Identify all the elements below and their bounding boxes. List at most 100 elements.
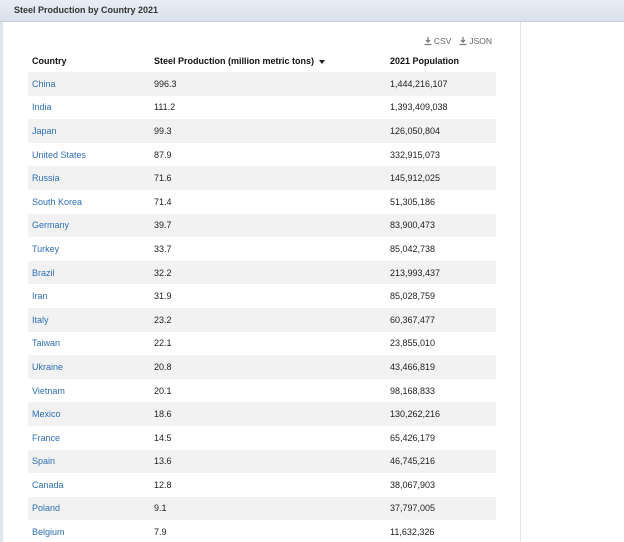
download-csv-link[interactable]: CSV — [424, 36, 451, 46]
country-cell[interactable]: Canada — [32, 479, 64, 490]
steel-cell: 20.8 — [154, 361, 172, 372]
steel-cell: 111.2 — [154, 102, 176, 113]
table-row: France 14.5 65,426,179 — [28, 425, 496, 450]
population-cell: 65,426,179 — [390, 432, 436, 443]
table-row: South Korea 71.4 51,305,186 — [28, 189, 496, 214]
panel-left-edge — [0, 22, 3, 542]
column-header-label: Steel Production (million metric tons) — [154, 56, 315, 66]
steel-cell: 7.9 — [154, 527, 167, 538]
country-cell[interactable]: Germany — [32, 220, 70, 231]
download-json-label: JSON — [469, 36, 492, 46]
steel-cell: 32.2 — [154, 267, 172, 278]
table-header-row: Country Steel Production (million metric… — [28, 50, 496, 72]
steel-cell: 31.9 — [154, 291, 172, 302]
population-cell: 126,050,804 — [390, 125, 441, 136]
window-titlebar: Steel Production by Country 2021 — [0, 0, 624, 22]
population-cell: 60,367,477 — [390, 314, 436, 325]
steel-cell: 39.7 — [154, 220, 172, 231]
steel-cell: 14.5 — [154, 432, 172, 443]
population-cell: 213,993,437 — [390, 267, 441, 278]
steel-cell: 20.1 — [154, 385, 172, 396]
table-row: Germany 39.7 83,900,473 — [28, 213, 496, 238]
country-cell[interactable]: Brazil — [32, 267, 55, 278]
country-cell[interactable]: Poland — [32, 503, 61, 514]
table-row: Taiwan 22.1 23,855,010 — [28, 331, 496, 356]
column-header-steel[interactable]: Steel Production (million metric tons) — [150, 50, 386, 72]
column-header-country[interactable]: Country — [28, 50, 150, 72]
table-row: Canada 12.8 38,067,903 — [28, 473, 496, 497]
window-title: Steel Production by Country 2021 — [14, 5, 159, 15]
table-row: Poland 9.1 37,797,005 — [28, 496, 496, 521]
population-cell: 37,797,005 — [390, 503, 436, 514]
population-cell: 83,900,473 — [390, 220, 436, 231]
country-cell[interactable]: China — [32, 78, 56, 89]
steel-cell: 87.9 — [154, 149, 172, 160]
steel-cell: 33.7 — [154, 243, 172, 254]
table-row: China 996.3 1,444,216,107 — [28, 72, 496, 96]
country-cell[interactable]: India — [32, 102, 52, 113]
sort-descending-icon — [319, 59, 326, 64]
country-cell[interactable]: Italy — [32, 314, 49, 325]
population-cell: 23,855,010 — [390, 338, 436, 349]
column-header-label: 2021 Population — [390, 56, 460, 66]
steel-cell: 13.6 — [154, 456, 172, 467]
population-cell: 51,305,186 — [390, 196, 436, 207]
table-row: Italy 23.2 60,367,477 — [28, 307, 496, 332]
population-cell: 43,466,819 — [390, 361, 436, 372]
steel-cell: 23.2 — [154, 314, 172, 325]
country-cell[interactable]: United States — [32, 149, 87, 160]
table-row: Russia 71.6 145,912,025 — [28, 166, 496, 190]
steel-production-table: Country Steel Production (million metric… — [28, 50, 496, 542]
population-cell: 98,168,833 — [390, 385, 436, 396]
population-cell: 85,028,759 — [390, 291, 436, 302]
country-cell[interactable]: Belgium — [32, 527, 65, 538]
table-row: Iran 31.9 85,028,759 — [28, 284, 496, 308]
download-icon — [459, 36, 467, 45]
country-cell[interactable]: Vietnam — [32, 385, 65, 396]
download-links: CSV JSON — [424, 36, 492, 46]
download-csv-label: CSV — [433, 36, 452, 46]
country-cell[interactable]: Turkey — [32, 243, 60, 254]
steel-cell: 996.3 — [154, 78, 177, 89]
population-cell: 130,262,216 — [390, 409, 441, 420]
country-cell[interactable]: France — [32, 432, 61, 443]
table-row: Ukraine 20.8 43,466,819 — [28, 355, 496, 379]
population-cell: 46,745,216 — [390, 456, 436, 467]
country-cell[interactable]: Mexico — [32, 409, 61, 420]
steel-cell: 71.4 — [154, 196, 172, 207]
country-cell[interactable]: Russia — [32, 173, 60, 184]
table-row: Vietnam 20.1 98,168,833 — [28, 378, 496, 403]
column-header-label: Country — [32, 56, 67, 66]
country-cell[interactable]: Spain — [32, 456, 56, 467]
steel-cell: 12.8 — [154, 479, 172, 490]
table-row: Spain 13.6 46,745,216 — [28, 449, 496, 474]
table-row: India 111.2 1,393,409,038 — [28, 95, 496, 120]
table-row: United States 87.9 332,915,073 — [28, 142, 496, 167]
download-icon — [424, 36, 432, 45]
column-header-population[interactable]: 2021 Population — [386, 50, 496, 72]
steel-cell: 9.1 — [154, 503, 167, 514]
steel-cell: 18.6 — [154, 409, 172, 420]
steel-cell: 22.1 — [154, 338, 172, 349]
population-cell: 145,912,025 — [390, 173, 441, 184]
country-cell[interactable]: South Korea — [32, 196, 83, 207]
country-cell[interactable]: Iran — [32, 291, 48, 302]
population-cell: 1,444,216,107 — [390, 78, 448, 89]
country-cell[interactable]: Ukraine — [32, 361, 64, 372]
download-json-link[interactable]: JSON — [459, 36, 492, 46]
population-cell: 1,393,409,038 — [390, 102, 448, 113]
steel-cell: 71.6 — [154, 173, 172, 184]
table-row: Mexico 18.6 130,262,216 — [28, 402, 496, 426]
table-row: Belgium 7.9 11,632,326 — [28, 520, 496, 542]
population-cell: 38,067,903 — [390, 479, 436, 490]
table-row: Japan 99.3 126,050,804 — [28, 119, 496, 143]
population-cell: 332,915,073 — [390, 149, 441, 160]
country-cell[interactable]: Japan — [32, 125, 57, 136]
population-cell: 85,042,738 — [390, 243, 436, 254]
population-cell: 11,632,326 — [390, 527, 435, 538]
country-cell[interactable]: Taiwan — [32, 338, 61, 349]
content-panel — [0, 22, 521, 542]
table-row: Brazil 32.2 213,993,437 — [28, 260, 496, 285]
steel-cell: 99.3 — [154, 125, 172, 136]
table-row: Turkey 33.7 85,042,738 — [28, 237, 496, 261]
